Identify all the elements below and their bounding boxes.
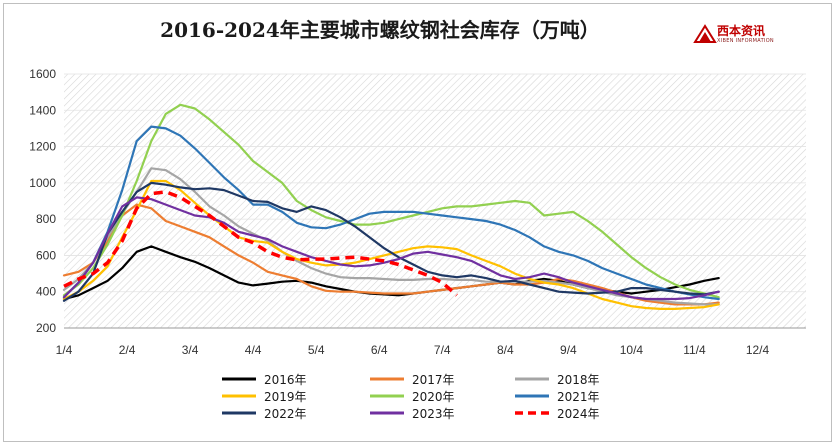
series-line-2021年 xyxy=(62,125,720,301)
x-tick-label: 11/4 xyxy=(683,343,706,357)
y-tick-label: 1200 xyxy=(29,140,56,154)
y-tick-label: 200 xyxy=(36,321,56,335)
series-line-2018年 xyxy=(62,167,720,306)
legend-label: 2023年 xyxy=(412,407,455,421)
y-tick-label: 1400 xyxy=(29,103,56,117)
series-line-2024年 xyxy=(63,190,458,297)
x-tick-label: 8/4 xyxy=(497,343,514,357)
legend-label: 2024年 xyxy=(557,407,600,421)
y-tick-label: 800 xyxy=(36,212,56,226)
chart-title: 2016-2024年主要城市螺纹钢社会库存（万吨） xyxy=(160,18,600,42)
legend-label: 2021年 xyxy=(557,390,600,404)
x-tick-label: 5/4 xyxy=(308,343,325,357)
legend-label: 2018年 xyxy=(557,373,600,387)
legend-label: 2020年 xyxy=(412,390,455,404)
x-tick-label: 3/4 xyxy=(182,343,199,357)
y-tick-label: 1600 xyxy=(29,67,56,81)
x-tick-label: 12/4 xyxy=(746,343,770,357)
x-tick-label: 4/4 xyxy=(245,343,262,357)
brand-logo: 西本资讯 XIBEN INFORMATION xyxy=(693,22,798,48)
series-line-2020年 xyxy=(62,103,720,299)
legend-label: 2022年 xyxy=(264,407,307,421)
y-tick-label: 600 xyxy=(36,248,56,262)
legend-label: 2016年 xyxy=(264,373,307,387)
x-axis: 1/4 2/4 3/4 4/4 5/4 6/4 7/4 8/4 9/4 10/4 11/4 12/4 xyxy=(56,343,770,357)
logo-mark-icon xyxy=(693,24,717,43)
x-tick-label: 6/4 xyxy=(371,343,388,357)
legend: 2016年 2017年 2018年 2019年 2020年 2021年 2022年 2023年… xyxy=(222,373,600,421)
y-tick-label: 1000 xyxy=(29,176,56,190)
gridlines xyxy=(64,73,806,329)
x-tick-label: 2/4 xyxy=(119,343,136,357)
y-tick-label: 400 xyxy=(36,285,56,299)
series-line-2017年 xyxy=(62,203,720,306)
x-tick-label: 10/4 xyxy=(620,343,644,357)
x-tick-label: 9/4 xyxy=(560,343,577,357)
logo-subtext: XIBEN INFORMATION xyxy=(717,38,774,44)
x-tick-label: 7/4 xyxy=(434,343,451,357)
legend-label: 2017年 xyxy=(412,373,455,387)
legend-label: 2019年 xyxy=(264,390,307,404)
x-tick-label: 1/4 xyxy=(56,343,73,357)
series-lines xyxy=(62,103,720,310)
y-axis: 200 400 600 800 1000 1200 1400 1600 xyxy=(29,67,56,335)
logo-text: 西本资讯 xyxy=(717,24,766,38)
